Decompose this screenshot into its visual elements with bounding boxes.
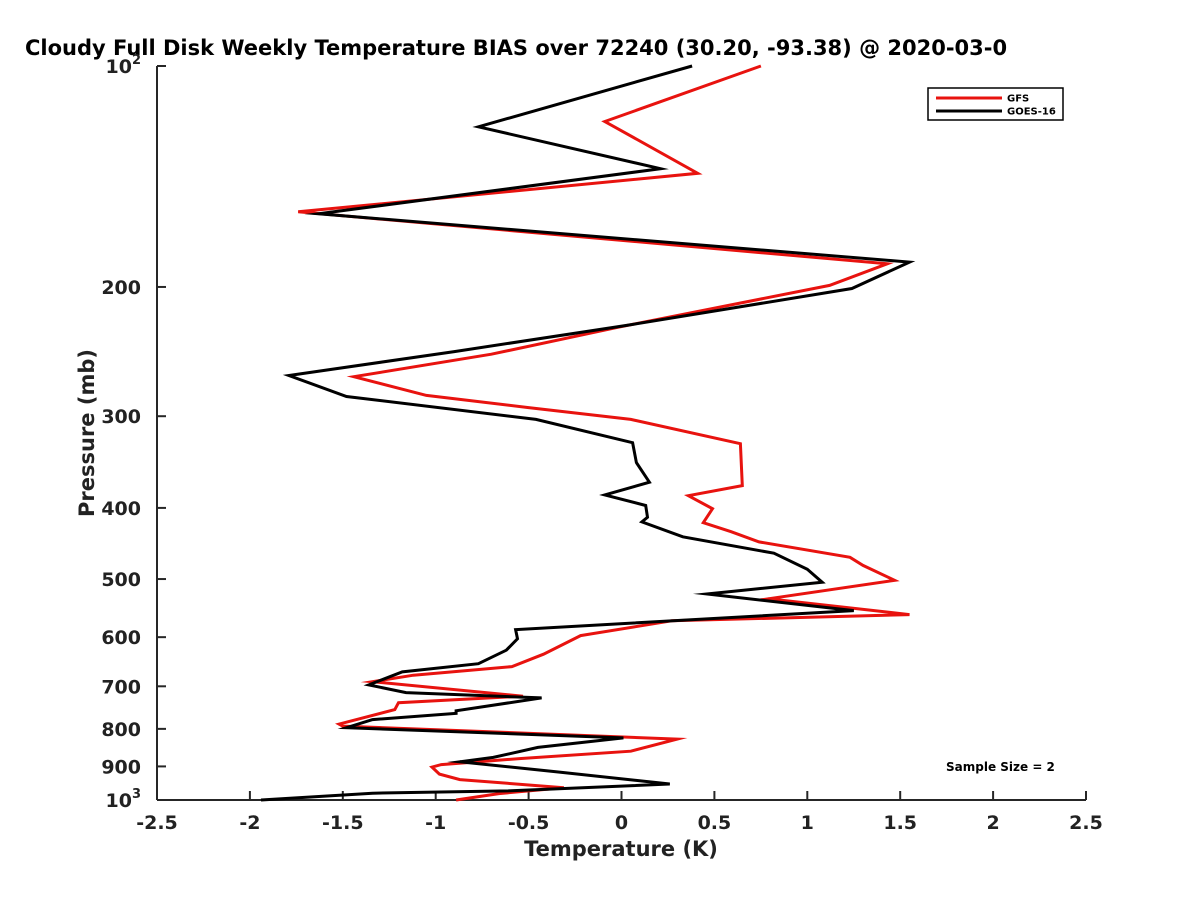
- y-axis-label: Pressure (mb): [75, 349, 99, 517]
- axes: -2.5 -2 -1.5 -1 -0.5 0 0.5 1 1.5 2 2.5 102 200 300 400…: [101, 53, 1103, 834]
- series-line-gfs: [298, 64, 910, 802]
- y-tick-label: 102: [106, 53, 142, 78]
- x-tick-label: 2.5: [1069, 812, 1103, 834]
- y-tick-label: 800: [101, 719, 141, 741]
- chart-title: Cloudy Full Disk Weekly Temperature BIAS…: [25, 36, 1007, 60]
- x-tick-label: -0.5: [508, 812, 550, 834]
- y-tick-label: 200: [101, 277, 141, 299]
- x-axis-label: Temperature (K): [524, 837, 718, 861]
- y-tick-label: 700: [101, 676, 141, 698]
- series-layer: [260, 64, 916, 802]
- x-tick-label: -2.5: [136, 812, 178, 834]
- x-tick-label: -1: [425, 812, 446, 834]
- y-tick-label: 600: [101, 627, 141, 649]
- y-tick-label: 500: [101, 569, 141, 591]
- x-tick-label: 0: [615, 812, 628, 834]
- y-tick-label: 300: [101, 406, 141, 428]
- legend-label: GOES-16: [1007, 107, 1056, 118]
- legend-label: GFS: [1007, 94, 1029, 105]
- x-tick-label: -1.5: [322, 812, 364, 834]
- x-tick-label: -2: [239, 812, 260, 834]
- x-tick-label: 1: [801, 812, 814, 834]
- x-tick-label: 2: [986, 812, 999, 834]
- sample-size-annotation: Sample Size = 2: [946, 760, 1055, 774]
- legend-box: [927, 87, 1064, 121]
- y-tick-label: 103: [106, 787, 142, 812]
- y-tick-label: 900: [101, 756, 141, 778]
- y-tick-label: 400: [101, 498, 141, 520]
- legend: GFS GOES-16: [927, 87, 1064, 121]
- series-line-goes-16: [260, 64, 916, 802]
- x-tick-label: 1.5: [883, 812, 917, 834]
- x-tick-label: 0.5: [698, 812, 732, 834]
